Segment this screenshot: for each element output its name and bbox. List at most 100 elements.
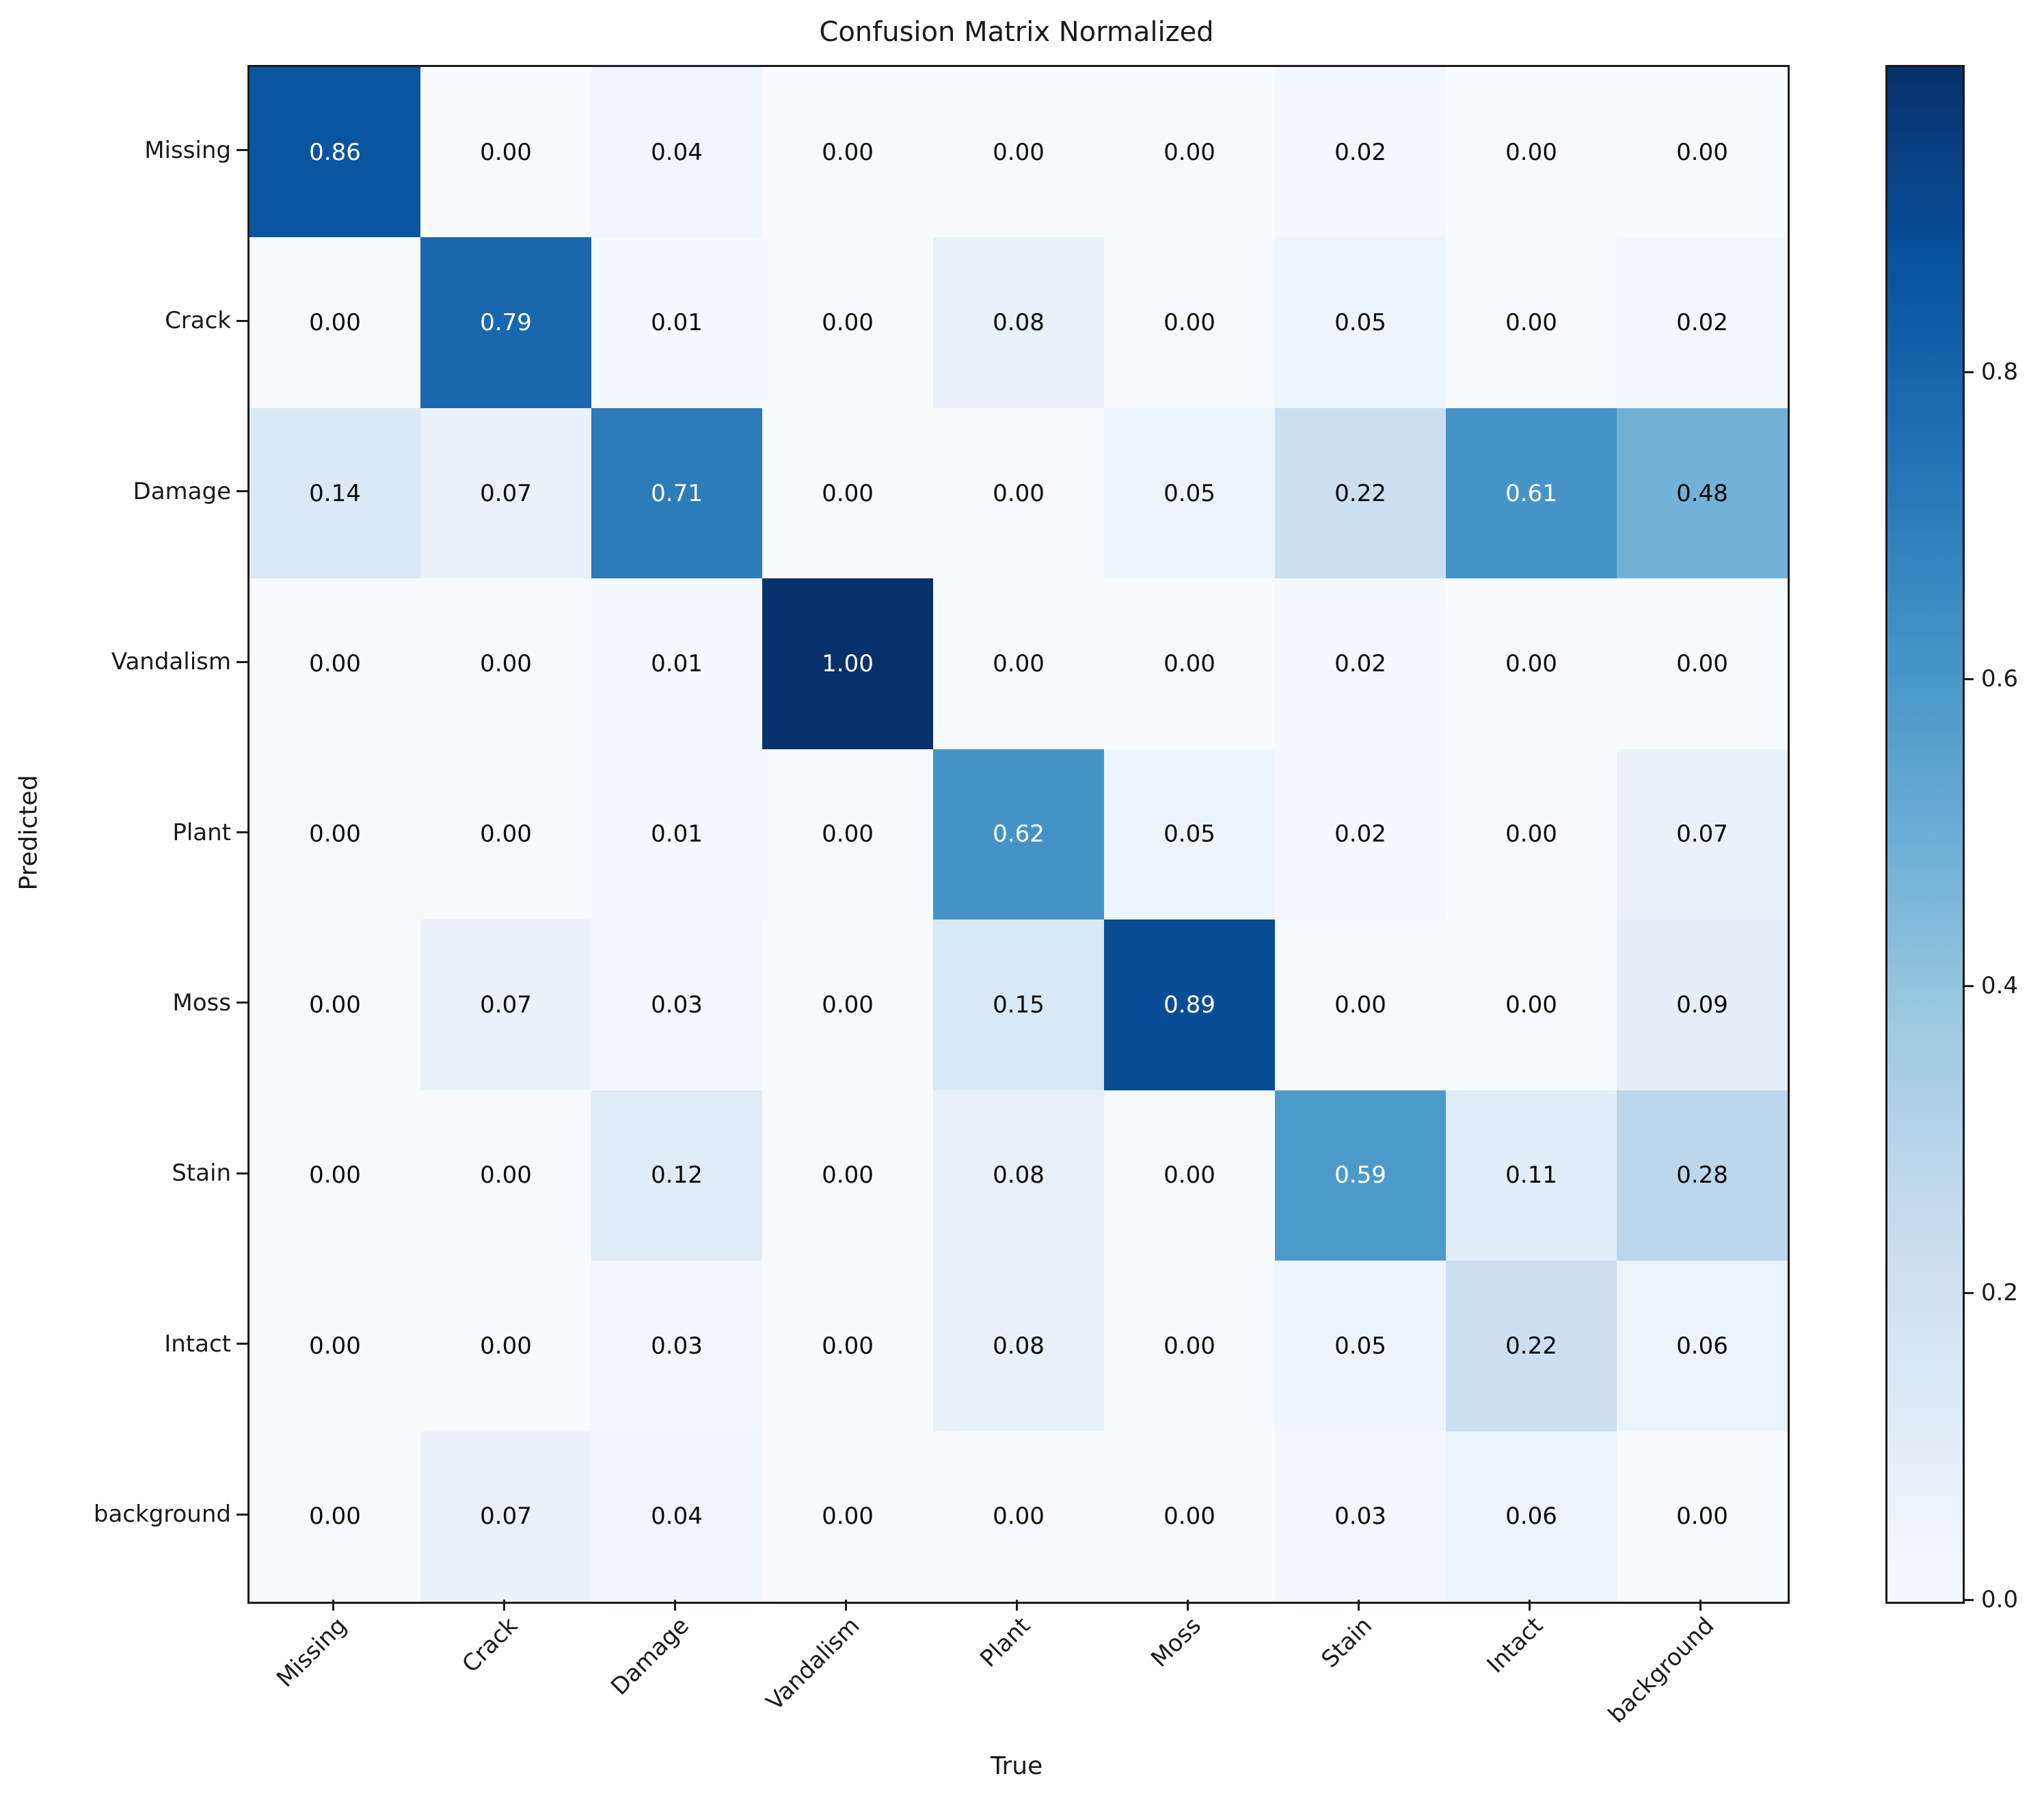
heatmap-cell: 0.00 (1104, 67, 1275, 238)
heatmap-cell: 0.03 (591, 919, 762, 1090)
heatmap-cell: 0.28 (1617, 1090, 1788, 1261)
x-axis-tick (332, 1600, 334, 1611)
heatmap-cell: 0.00 (933, 67, 1104, 238)
heatmap-cell: 1.00 (762, 578, 933, 749)
x-axis-tick (1357, 1600, 1360, 1611)
y-tick-label: background (93, 1501, 231, 1529)
heatmap-cell: 0.08 (933, 1090, 1104, 1261)
heatmap-cell: 0.79 (420, 237, 591, 408)
heatmap-cell: 0.00 (250, 237, 420, 408)
y-axis-tick (237, 490, 247, 493)
colorbar-tick-label: 0.6 (1981, 665, 2019, 693)
heatmap-cell: 0.00 (762, 1261, 933, 1432)
y-tick-label: Vandalism (111, 648, 231, 676)
y-axis-tick (237, 1343, 247, 1345)
x-axis-tick (844, 1600, 847, 1611)
x-tick-label: Plant (975, 1612, 1036, 1673)
y-axis-tick (237, 1513, 247, 1516)
heatmap-cell: 0.00 (1104, 578, 1275, 749)
colorbar (1885, 65, 1965, 1604)
colorbar-tick-label: 0.2 (1981, 1279, 2019, 1306)
heatmap-cell: 0.07 (420, 407, 591, 579)
y-tick-label: Moss (172, 989, 231, 1017)
heatmap-cell: 0.06 (1446, 1431, 1617, 1602)
heatmap-cell: 0.00 (1617, 1431, 1788, 1602)
heatmap-cell: 0.00 (1617, 67, 1788, 238)
heatmap-cell: 0.00 (1446, 237, 1617, 408)
heatmap-cell: 0.00 (420, 1261, 591, 1432)
heatmap-cell: 0.00 (762, 749, 933, 920)
heatmap-cell: 0.00 (250, 1261, 420, 1432)
heatmap-cell: 0.00 (420, 578, 591, 749)
heatmap-cell: 0.62 (933, 749, 1104, 920)
colorbar-tick (1963, 1291, 1974, 1294)
heatmap-cell: 0.22 (1446, 1261, 1617, 1432)
y-axis-tick (237, 1172, 247, 1174)
heatmap-cell: 0.00 (1446, 749, 1617, 920)
x-tick-label: Missing (271, 1612, 353, 1693)
y-tick-label: Crack (165, 307, 231, 335)
heatmap-cell: 0.00 (762, 407, 933, 579)
heatmap-cell: 0.08 (933, 1261, 1104, 1432)
heatmap-cell: 0.00 (1104, 1261, 1275, 1432)
y-axis-tick (237, 660, 247, 663)
heatmap-cell: 0.03 (1275, 1431, 1446, 1602)
heatmap-cell: 0.01 (591, 578, 762, 749)
heatmap-cell: 0.00 (250, 749, 420, 920)
heatmap-cell: 0.00 (250, 578, 420, 749)
x-axis-title: True (990, 1752, 1043, 1780)
x-tick-label: Vandalism (761, 1612, 865, 1717)
heatmap-cell: 0.00 (1617, 578, 1788, 749)
x-tick-label: background (1602, 1612, 1720, 1729)
x-tick-label: Stain (1316, 1612, 1378, 1674)
heatmap-cell: 0.07 (420, 1431, 591, 1602)
x-tick-label: Crack (457, 1612, 524, 1678)
heatmap-cell: 0.00 (250, 1090, 420, 1261)
y-axis-tick (237, 319, 247, 322)
colorbar-tick (1963, 371, 1974, 373)
heatmap-cell: 0.00 (1104, 1090, 1275, 1261)
heatmap-cell: 0.00 (1275, 919, 1446, 1090)
heatmap-cell: 0.02 (1275, 749, 1446, 920)
colorbar-tick-label: 0.4 (1981, 972, 2019, 999)
y-tick-label: Missing (144, 136, 231, 164)
heatmap-cell: 0.00 (762, 67, 933, 238)
heatmap-cell: 0.08 (933, 237, 1104, 408)
heatmap-cell: 0.02 (1617, 237, 1788, 408)
x-axis-tick (1015, 1600, 1018, 1611)
heatmap-cell: 0.04 (591, 67, 762, 238)
heatmap-cell: 0.00 (762, 1090, 933, 1261)
chart-title: Confusion Matrix Normalized (819, 16, 1214, 48)
colorbar-tick-label: 0.8 (1981, 358, 2019, 386)
colorbar-tick-label: 0.0 (1981, 1586, 2019, 1613)
y-tick-label: Plant (172, 818, 231, 846)
heatmap-cell: 0.04 (591, 1431, 762, 1602)
y-tick-label: Stain (172, 1159, 231, 1187)
y-axis-tick (237, 1002, 247, 1004)
x-axis-tick (502, 1600, 505, 1611)
x-tick-label: Moss (1146, 1612, 1207, 1673)
heatmap-cell: 0.61 (1446, 407, 1617, 579)
heatmap-cell: 0.00 (420, 67, 591, 238)
heatmap-cell: 0.59 (1275, 1090, 1446, 1261)
heatmap-cell: 0.12 (591, 1090, 762, 1261)
heatmap-cell: 0.00 (1446, 67, 1617, 238)
heatmap-cell: 0.00 (762, 237, 933, 408)
x-axis-tick (1699, 1600, 1702, 1611)
heatmap-cell: 0.11 (1446, 1090, 1617, 1261)
heatmap-cell: 0.07 (420, 919, 591, 1090)
y-axis-tick (237, 831, 247, 833)
heatmap-cell: 0.86 (250, 67, 420, 238)
heatmap-cell: 0.00 (762, 1431, 933, 1602)
x-axis-tick (1528, 1600, 1531, 1611)
heatmap-cell: 0.01 (591, 237, 762, 408)
y-tick-label: Intact (164, 1330, 231, 1358)
heatmap-cell: 0.05 (1275, 1261, 1446, 1432)
heatmap-cell: 0.00 (1446, 578, 1617, 749)
heatmap-cell: 0.05 (1104, 407, 1275, 579)
heatmap-cell: 0.00 (1104, 1431, 1275, 1602)
heatmap-cell: 0.00 (250, 1431, 420, 1602)
x-axis-tick (1186, 1600, 1189, 1611)
heatmap-cell: 0.00 (1446, 919, 1617, 1090)
